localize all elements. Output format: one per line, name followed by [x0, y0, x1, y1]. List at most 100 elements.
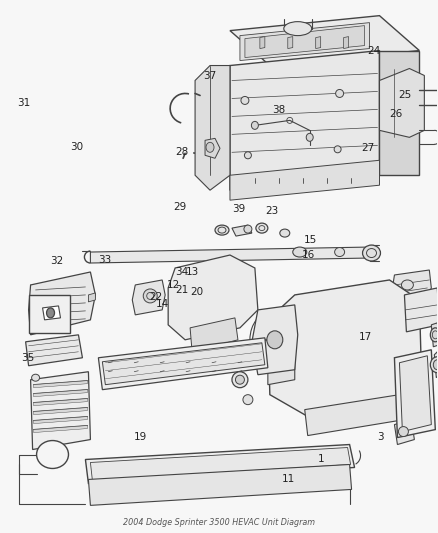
Ellipse shape	[335, 247, 345, 256]
Ellipse shape	[236, 375, 244, 384]
Text: 23: 23	[265, 206, 278, 216]
Polygon shape	[392, 270, 431, 300]
Text: 38: 38	[272, 104, 286, 115]
Text: 26: 26	[389, 109, 403, 119]
Ellipse shape	[32, 374, 39, 381]
Ellipse shape	[336, 90, 343, 98]
Polygon shape	[168, 255, 258, 340]
Polygon shape	[102, 343, 265, 385]
Polygon shape	[230, 160, 379, 200]
Polygon shape	[132, 280, 165, 315]
Polygon shape	[431, 323, 438, 347]
Polygon shape	[190, 318, 238, 352]
Ellipse shape	[243, 394, 253, 405]
Polygon shape	[404, 288, 438, 332]
Ellipse shape	[280, 229, 290, 237]
Polygon shape	[90, 247, 370, 263]
Ellipse shape	[430, 357, 438, 373]
Polygon shape	[395, 419, 414, 445]
Polygon shape	[90, 448, 350, 480]
Polygon shape	[399, 356, 431, 432]
Text: 24: 24	[367, 46, 381, 56]
Polygon shape	[34, 417, 88, 424]
Polygon shape	[240, 22, 370, 61]
Text: 13: 13	[186, 267, 199, 277]
Polygon shape	[88, 293, 95, 302]
FancyBboxPatch shape	[28, 295, 71, 333]
Text: 35: 35	[21, 353, 35, 363]
Text: 17: 17	[359, 332, 372, 342]
Polygon shape	[25, 335, 82, 366]
Ellipse shape	[206, 142, 214, 152]
Polygon shape	[343, 37, 349, 49]
Ellipse shape	[46, 308, 54, 318]
Polygon shape	[34, 399, 88, 406]
Text: 12: 12	[166, 280, 180, 290]
Polygon shape	[34, 425, 88, 433]
Text: 39: 39	[232, 204, 245, 214]
Polygon shape	[230, 15, 419, 66]
Polygon shape	[252, 305, 298, 375]
Text: 25: 25	[398, 90, 411, 100]
Text: 34: 34	[175, 267, 188, 277]
Text: 28: 28	[175, 147, 188, 157]
Polygon shape	[195, 66, 230, 190]
Ellipse shape	[256, 223, 268, 233]
Text: 2004 Dodge Sprinter 3500 HEVAC Unit Diagram: 2004 Dodge Sprinter 3500 HEVAC Unit Diag…	[123, 518, 315, 527]
Text: 22: 22	[149, 292, 162, 302]
Polygon shape	[288, 37, 293, 49]
Polygon shape	[34, 381, 88, 387]
Ellipse shape	[244, 152, 251, 159]
Polygon shape	[85, 445, 355, 483]
Ellipse shape	[244, 225, 252, 233]
Ellipse shape	[433, 360, 438, 370]
Ellipse shape	[363, 245, 381, 261]
Text: 1: 1	[318, 454, 325, 464]
Text: 16: 16	[302, 250, 315, 260]
Text: 31: 31	[17, 98, 30, 108]
Text: 14: 14	[155, 298, 169, 309]
Polygon shape	[268, 280, 421, 417]
Text: 27: 27	[361, 143, 374, 154]
Ellipse shape	[241, 96, 249, 104]
Ellipse shape	[306, 133, 313, 141]
Text: 36: 36	[39, 325, 52, 335]
Ellipse shape	[284, 22, 312, 36]
Polygon shape	[305, 394, 404, 435]
Text: 3: 3	[377, 432, 384, 442]
Text: 33: 33	[98, 255, 111, 264]
Ellipse shape	[215, 225, 229, 235]
Polygon shape	[34, 390, 88, 397]
Ellipse shape	[232, 372, 248, 387]
Polygon shape	[230, 51, 379, 190]
Polygon shape	[395, 350, 435, 438]
Ellipse shape	[143, 289, 157, 303]
Ellipse shape	[251, 122, 258, 130]
Polygon shape	[42, 306, 60, 320]
Ellipse shape	[334, 146, 341, 153]
Text: 15: 15	[304, 235, 317, 245]
Polygon shape	[28, 272, 95, 335]
Ellipse shape	[399, 426, 408, 437]
Ellipse shape	[37, 441, 68, 469]
Text: 11: 11	[282, 474, 296, 484]
Text: 20: 20	[191, 287, 204, 297]
Ellipse shape	[430, 328, 438, 342]
Polygon shape	[379, 69, 424, 138]
Text: 37: 37	[204, 71, 217, 81]
Polygon shape	[245, 26, 364, 58]
Polygon shape	[99, 338, 268, 390]
Text: 21: 21	[175, 286, 188, 295]
Text: 30: 30	[71, 142, 84, 152]
Polygon shape	[31, 372, 90, 449]
Polygon shape	[316, 37, 321, 49]
Polygon shape	[434, 352, 438, 378]
Polygon shape	[205, 139, 220, 158]
Text: 19: 19	[134, 432, 147, 442]
Polygon shape	[260, 37, 265, 49]
Polygon shape	[268, 315, 295, 385]
Polygon shape	[88, 464, 352, 505]
Ellipse shape	[267, 331, 283, 349]
Text: 32: 32	[50, 256, 63, 266]
Polygon shape	[34, 408, 88, 415]
